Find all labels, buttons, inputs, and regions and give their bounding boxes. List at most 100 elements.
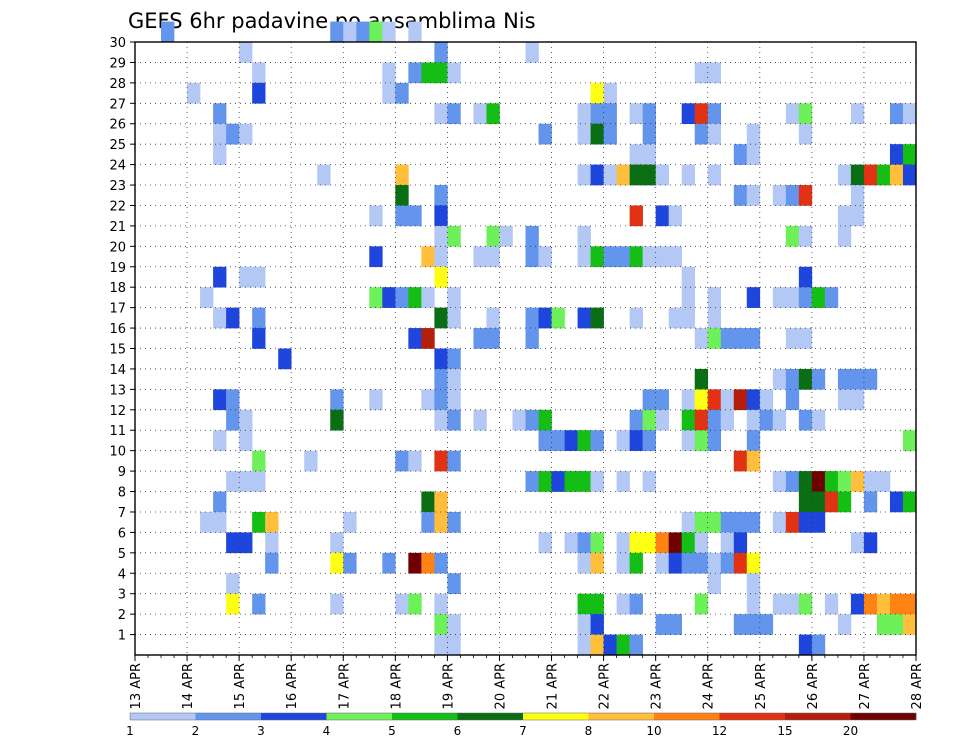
heat-cell — [681, 511, 696, 533]
heat-cell — [642, 430, 656, 451]
heat-cell — [824, 287, 839, 308]
heat-cell — [902, 491, 917, 513]
heat-cell — [278, 348, 292, 370]
heat-cell — [902, 103, 917, 125]
heat-cell — [382, 287, 396, 308]
heat-cell — [694, 368, 709, 390]
heat-cell — [811, 491, 826, 513]
y-tick-label: 13 — [109, 383, 126, 398]
heat-cell — [447, 511, 461, 533]
y-tick-label: 30 — [109, 36, 126, 51]
heat-cell — [707, 103, 722, 125]
heat-cell — [226, 307, 240, 329]
x-tick-label: 19 APR — [441, 663, 456, 709]
legend-label: 2 — [192, 724, 200, 738]
heat-cell — [642, 103, 656, 125]
heat-cell — [408, 21, 422, 43]
heat-cell — [863, 471, 878, 492]
heat-cell — [746, 144, 761, 165]
heat-cell — [590, 123, 604, 145]
heat-cell — [733, 532, 748, 554]
heat-cell — [538, 246, 552, 268]
heat-cell — [681, 532, 696, 554]
y-tick-label: 16 — [109, 322, 126, 337]
heat-cell — [694, 103, 709, 125]
heat-cell — [590, 593, 604, 615]
heat-cell — [876, 164, 891, 186]
heat-cell — [850, 389, 865, 411]
heat-cell — [408, 450, 422, 472]
color-legend: 1 2 3 4 5 6 7 8 10 12 15 20 — [126, 712, 917, 738]
heat-cell — [629, 593, 643, 615]
heat-cell — [616, 430, 630, 451]
heat-cell — [590, 552, 604, 574]
heat-cell — [434, 62, 448, 84]
heat-cell — [564, 532, 578, 554]
heat-cell — [434, 491, 448, 513]
heat-cell — [681, 389, 696, 411]
y-tick-label: 23 — [109, 179, 126, 194]
heat-cell — [707, 573, 722, 594]
heat-cell — [330, 532, 344, 554]
heat-cell — [837, 471, 852, 492]
heat-cell — [343, 21, 357, 43]
heat-cell — [629, 430, 643, 451]
heat-cell — [824, 491, 839, 513]
heat-cell — [668, 205, 682, 227]
heat-cell — [616, 593, 630, 615]
heat-cell — [681, 103, 696, 125]
x-tick-label: 23 APR — [650, 663, 665, 709]
heat-cell — [590, 634, 604, 656]
heat-cell — [434, 409, 448, 431]
heat-cell — [239, 430, 253, 451]
heat-cell — [486, 328, 500, 349]
heat-cell — [785, 368, 800, 390]
y-tick-label: 15 — [109, 343, 126, 358]
heat-cell — [707, 287, 722, 308]
y-tick-label: 26 — [109, 118, 126, 133]
heat-cell — [850, 471, 865, 492]
heat-cell — [876, 471, 891, 492]
heat-cell — [785, 287, 800, 308]
heat-cell — [642, 409, 656, 431]
heat-cell — [226, 471, 240, 492]
heat-cell — [785, 185, 800, 206]
x-tick-label: 20 APR — [493, 663, 508, 709]
heat-cell — [577, 552, 591, 574]
heat-cell — [863, 593, 878, 615]
heat-cell — [759, 409, 774, 431]
legend-swatch — [719, 713, 786, 720]
heat-cell — [746, 450, 761, 472]
heat-cell — [668, 552, 682, 574]
x-tick-label: 18 APR — [389, 663, 404, 709]
heat-cell — [421, 328, 435, 349]
heat-cell — [434, 614, 448, 635]
heat-cell — [239, 123, 253, 145]
heat-cell — [629, 144, 643, 165]
heat-cell — [616, 471, 630, 492]
heat-cell — [577, 593, 591, 615]
y-tick-label: 19 — [109, 261, 126, 276]
heat-cell — [434, 42, 448, 63]
heat-cell — [655, 205, 669, 227]
heat-cell — [434, 246, 448, 268]
heat-cell — [785, 471, 800, 492]
heat-cell — [746, 123, 761, 145]
heat-cell — [824, 593, 839, 615]
heat-cell — [733, 552, 748, 574]
heat-cell — [707, 307, 722, 329]
x-tick-label: 14 APR — [181, 663, 196, 709]
heat-cell — [590, 471, 604, 492]
heat-cell — [681, 307, 696, 329]
heat-cell — [681, 164, 696, 186]
heat-cell — [889, 593, 904, 615]
heat-cell — [681, 552, 696, 574]
heat-cell — [811, 409, 826, 431]
heat-cell — [525, 409, 539, 431]
heat-cell — [239, 471, 253, 492]
heat-cell — [733, 511, 748, 533]
heat-cell — [655, 164, 669, 186]
heat-cell — [226, 573, 240, 594]
heat-cell — [889, 103, 904, 125]
